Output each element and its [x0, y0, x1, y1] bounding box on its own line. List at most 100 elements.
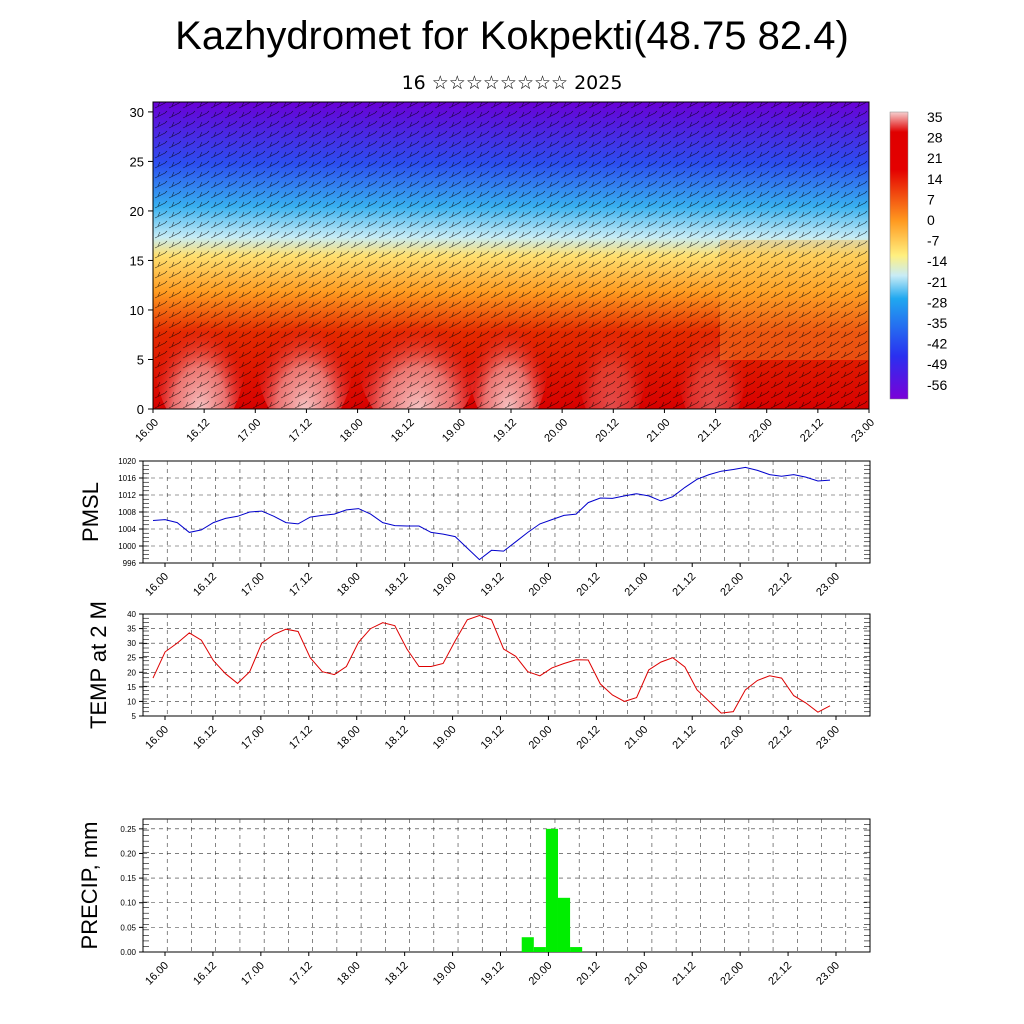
- x-tick-label: 22.12: [766, 960, 794, 988]
- y-tick-label: 25: [127, 654, 136, 663]
- heatmap-field: [153, 102, 869, 409]
- x-tick-label: 21.12: [670, 571, 698, 599]
- colorbar-label: -21: [927, 274, 947, 290]
- x-tick-label: 23.00: [814, 960, 842, 988]
- x-tick-label: 22.00: [718, 960, 746, 988]
- y-tick-label: 0.10: [120, 899, 136, 908]
- y-tick-label: 0: [137, 402, 144, 417]
- y-tick-label: 0.20: [120, 849, 136, 858]
- y-tick-label: 1004: [118, 525, 136, 534]
- precip-bar: [570, 947, 583, 952]
- precip-panel: 0.00 0.05 0.10 0.15 0.20 0.25 16.00 16.12 17.00 1…: [77, 818, 871, 988]
- x-tick-label: 22.12: [798, 417, 826, 445]
- x-tick-label: 16.12: [191, 571, 219, 599]
- colorbar-label: -7: [927, 233, 940, 249]
- y-axis-label: PMSL: [78, 482, 103, 542]
- x-tick-label: 17.00: [239, 960, 267, 988]
- colorbar-label: -35: [927, 315, 947, 331]
- x-tick-label: 22.12: [766, 724, 794, 752]
- y-tick-label: 20: [127, 668, 136, 677]
- x-tick-label: 20.00: [527, 571, 555, 599]
- y-tick-label: 1012: [118, 491, 136, 500]
- y-tick-label: 1016: [118, 474, 136, 483]
- x-tick-label: 19.12: [479, 724, 507, 752]
- colorbar-label: 7: [927, 191, 935, 207]
- x-tick-label: 21.12: [670, 960, 698, 988]
- x-tick-label: 21.12: [670, 724, 698, 752]
- colorbar-label: 14: [927, 171, 943, 187]
- x-tick-label: 17.12: [287, 724, 315, 752]
- pmsl-panel: 996 1000 1004 1008 1012 1016 1020 16.00 16.12 17.…: [78, 457, 871, 599]
- x-tick-label: 17.00: [235, 417, 263, 445]
- y-tick-label: 30: [130, 105, 144, 120]
- x-tick-label: 21.00: [622, 724, 650, 752]
- colorbar-label: -56: [927, 377, 947, 393]
- x-tick-label: 16.00: [133, 417, 161, 445]
- colorbar-label: -49: [927, 356, 947, 372]
- x-tick-label: 19.12: [479, 571, 507, 599]
- y-axis-label: PRECIP, mm: [77, 822, 102, 950]
- x-tick-label: 17.12: [287, 571, 315, 599]
- colorbar-label: 35: [927, 109, 943, 125]
- precip-bar: [557, 897, 571, 952]
- series-line: [152, 466, 831, 561]
- y-tick-label: 15: [130, 253, 144, 268]
- x-tick-label: 20.00: [542, 417, 570, 445]
- wind-barbs: [153, 102, 869, 409]
- y-tick-label: 25: [130, 154, 144, 169]
- y-tick-label: 1000: [118, 542, 136, 551]
- x-tick-label: 18.12: [383, 960, 411, 988]
- x-tick-label: 18.00: [338, 417, 366, 445]
- x-tick-label: 22.00: [747, 417, 775, 445]
- x-tick-label: 17.00: [239, 724, 267, 752]
- colorbar-label: -14: [927, 253, 947, 269]
- x-tick-label: 16.00: [143, 960, 171, 988]
- x-tick-label: 20.12: [575, 960, 603, 988]
- x-tick-label: 21.00: [645, 417, 673, 445]
- x-tick-label: 18.12: [389, 417, 417, 445]
- x-tick-label: 21.00: [622, 960, 650, 988]
- y-axis-label: TEMP at 2 M: [86, 601, 111, 729]
- x-tick-label: 23.00: [814, 724, 842, 752]
- temp-panel: 5 10 15 20 25 30 35 40 16.00 16.12 17.00 17.12 18.00…: [86, 601, 871, 752]
- x-tick-label: 22.12: [766, 571, 794, 599]
- x-tick-label: 23.00: [814, 571, 842, 599]
- x-tick-label: 17.00: [239, 571, 267, 599]
- x-tick-label: 18.12: [383, 724, 411, 752]
- series-line: [152, 614, 831, 714]
- x-tick-label: 19.12: [479, 960, 507, 988]
- x-tick-label: 19.00: [431, 960, 459, 988]
- y-tick-label: 5: [137, 352, 144, 367]
- x-tick-label: 22.00: [718, 571, 746, 599]
- y-tick-label: 1008: [118, 508, 136, 517]
- x-tick-label: 18.00: [335, 724, 363, 752]
- y-tick-label: 40: [127, 610, 136, 619]
- cross-section-panel: 0 5 10 15 20 25 30 16.00 16.12 17.00 17.12 18.00 18.…: [130, 101, 877, 445]
- x-tick-label: 20.00: [527, 724, 555, 752]
- y-tick-label: 0.15: [120, 874, 136, 883]
- x-tick-label: 20.12: [575, 724, 603, 752]
- precip-bar: [545, 828, 558, 952]
- x-tick-label: 19.12: [491, 417, 519, 445]
- y-tick-label: 0.00: [120, 948, 136, 957]
- precip-bar: [521, 937, 534, 952]
- y-tick-label: 996: [123, 559, 137, 568]
- x-tick-label: 20.12: [593, 417, 621, 445]
- chart-title: Kazhydromet for Kokpekti(48.75 82.4): [175, 14, 849, 58]
- y-tick-label: 30: [127, 639, 136, 648]
- y-tick-label: 15: [127, 683, 136, 692]
- colorbar-label: -42: [927, 336, 947, 352]
- y-tick-label: 20: [130, 204, 144, 219]
- y-tick-label: 1020: [118, 457, 136, 466]
- x-tick-label: 20.12: [575, 571, 603, 599]
- y-tick-label: 0.05: [120, 923, 136, 932]
- colorbar-scale: [889, 111, 909, 400]
- y-tick-label: 5: [132, 712, 137, 721]
- x-tick-label: 19.00: [440, 417, 468, 445]
- y-tick-label: 10: [127, 697, 136, 706]
- x-tick-label: 19.00: [431, 571, 459, 599]
- chart-subtitle: 16 ☆☆☆☆☆☆☆☆ 2025: [401, 72, 623, 94]
- x-tick-label: 19.00: [431, 724, 459, 752]
- x-tick-label: 16.00: [143, 571, 171, 599]
